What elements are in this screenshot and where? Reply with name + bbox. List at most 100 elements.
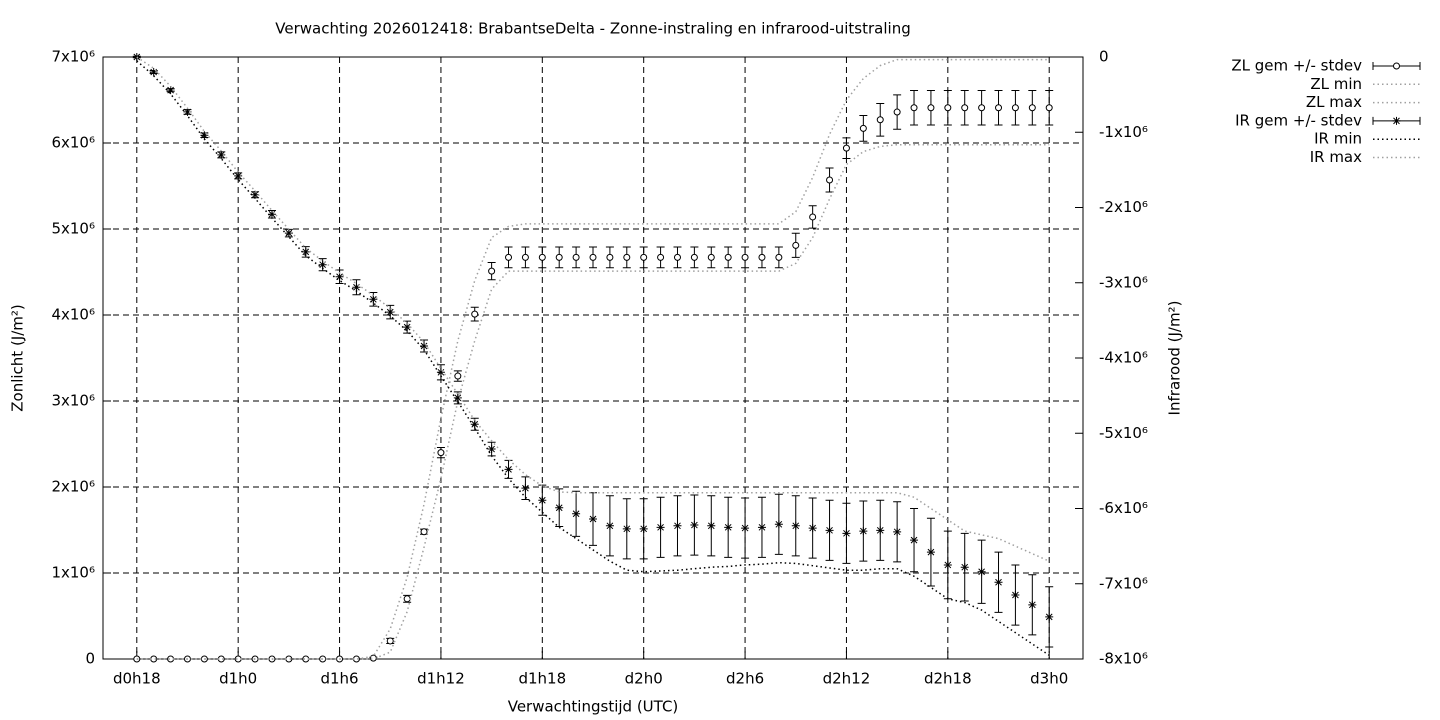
marker	[149, 68, 158, 77]
marker	[437, 449, 445, 457]
marker	[842, 144, 850, 152]
marker	[622, 524, 631, 533]
marker	[724, 523, 733, 532]
marker	[1045, 612, 1054, 621]
y-tick-label: 7x10⁶	[51, 48, 95, 66]
marker	[386, 637, 394, 645]
marker	[1045, 104, 1053, 112]
x-tick-label: d1h12	[417, 670, 465, 688]
marker	[386, 308, 395, 317]
y-axis-label: Zonlicht (J/m²)	[9, 304, 27, 412]
marker	[893, 527, 902, 536]
marker	[605, 521, 614, 530]
marker	[505, 253, 513, 261]
marker	[352, 283, 361, 292]
marker	[893, 108, 901, 116]
x-tick-label: d2h18	[924, 670, 972, 688]
marker	[808, 524, 817, 533]
marker	[217, 150, 226, 159]
y-tick-label: 0	[85, 650, 95, 668]
marker	[825, 526, 834, 535]
legend-label: IR min	[1314, 130, 1362, 148]
marker	[166, 86, 175, 95]
marker	[774, 520, 783, 529]
marker	[555, 503, 564, 512]
legend-label: IR max	[1310, 148, 1362, 166]
y-tick-label: 6x10⁶	[51, 134, 95, 152]
y2-tick-label: -8x10⁶	[1099, 650, 1148, 668]
marker	[791, 521, 800, 530]
y2-tick-label: 0	[1099, 48, 1109, 66]
marker	[876, 526, 885, 535]
marker	[572, 509, 581, 518]
marker	[471, 310, 479, 318]
y-tick-label: 3x10⁶	[51, 392, 95, 410]
y2-axis-label: Infrarood (J/m²)	[1166, 301, 1184, 416]
marker	[926, 548, 935, 557]
range-line	[136, 143, 1050, 660]
marker	[707, 253, 715, 261]
marker	[1011, 104, 1019, 112]
marker	[724, 253, 732, 261]
marker	[673, 521, 682, 530]
marker	[842, 529, 851, 538]
y2-tick-label: -5x10⁶	[1099, 424, 1148, 442]
x-tick-label: d2h12	[823, 670, 871, 688]
x-axis-label: Verwachtingstijd (UTC)	[508, 698, 679, 716]
marker	[335, 272, 344, 281]
x-tick-label: d0h18	[113, 670, 161, 688]
marker	[943, 560, 952, 569]
marker	[538, 253, 546, 261]
y2-tick-label: -2x10⁶	[1099, 198, 1148, 216]
marker	[420, 528, 428, 536]
marker	[504, 465, 513, 474]
marker	[470, 420, 479, 429]
marker	[690, 521, 699, 530]
marker	[910, 536, 919, 545]
y2-tick-label: -7x10⁶	[1099, 574, 1148, 592]
marker	[454, 372, 462, 380]
marker	[758, 253, 766, 261]
marker	[521, 484, 530, 493]
marker	[1028, 600, 1037, 609]
marker	[488, 267, 496, 275]
marker	[757, 523, 766, 532]
marker	[200, 131, 209, 140]
range-line	[136, 58, 1050, 660]
marker	[251, 190, 260, 199]
legend-label: ZL min	[1310, 75, 1362, 93]
marker	[521, 253, 529, 261]
marker	[775, 253, 783, 261]
marker	[267, 210, 276, 219]
y-tick-label: 4x10⁶	[51, 306, 95, 324]
y-tick-label: 5x10⁶	[51, 220, 95, 238]
marker	[555, 253, 563, 261]
range-line	[136, 60, 1050, 656]
marker	[403, 595, 411, 603]
x-tick-label: d1h6	[320, 670, 358, 688]
x-tick-label: d1h18	[518, 670, 566, 688]
marker	[707, 521, 716, 530]
marker	[994, 578, 1003, 587]
marker	[859, 527, 868, 536]
marker	[301, 247, 310, 256]
marker	[640, 253, 648, 261]
plot-frame	[102, 56, 1084, 660]
marker	[910, 104, 918, 112]
marker	[876, 116, 884, 124]
marker	[403, 323, 412, 332]
marker	[673, 253, 681, 261]
x-tick-label: d1h0	[219, 670, 257, 688]
y2-tick-label: -1x10⁶	[1099, 123, 1148, 141]
y-tick-label: 2x10⁶	[51, 478, 95, 496]
marker	[589, 253, 597, 261]
marker	[859, 124, 867, 132]
marker	[944, 104, 952, 112]
marker	[657, 253, 665, 261]
marker	[606, 253, 614, 261]
marker	[1028, 104, 1036, 112]
y2-tick-label: -4x10⁶	[1099, 349, 1148, 367]
chart-title: Verwachting 2026012418: BrabantseDelta -…	[275, 20, 910, 38]
marker	[977, 567, 986, 576]
x-tick-label: d2h0	[625, 670, 663, 688]
